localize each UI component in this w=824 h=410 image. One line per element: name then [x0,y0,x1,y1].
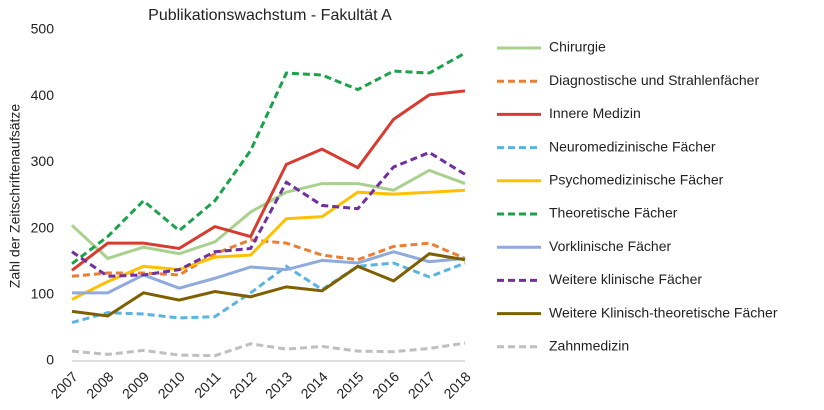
legend-label: Theoretische Fächer [549,205,678,221]
legend-label: Zahnmedizin [549,338,629,354]
x-tick-label: 2012 [226,368,259,401]
series-line [71,89,466,272]
x-tick-label: 2014 [297,368,330,401]
series-line [71,252,466,318]
y-tick-label: 400 [31,87,55,103]
legend-label: Chirurgie [549,39,606,55]
y-tick-label: 200 [31,219,55,235]
series-line [71,51,466,265]
x-tick-label: 2013 [262,368,295,401]
x-tick-label: 2016 [369,368,402,401]
x-tick-label: 2007 [47,368,80,401]
y-tick-label: 100 [31,286,55,302]
y-tick-label: 0 [46,352,54,368]
legend-label: Vorklinische Fächer [549,238,672,254]
y-tick-label: 300 [31,153,55,169]
series-line [72,250,466,295]
series-line [71,261,466,325]
x-tick-label: 2015 [333,368,366,401]
y-tick-label: 500 [31,21,55,37]
x-tick-label: 2017 [405,368,438,401]
chart-title: Publikationswachstum - Fakultät A [148,7,392,24]
x-tick-label: 2011 [191,368,224,401]
series-line [71,188,466,301]
x-tick-label: 2010 [155,368,188,401]
legend-label: Diagnostische und Strahlenfächer [549,72,759,88]
y-axis-label: Zahl der Zeitschriftenaufsätze [7,104,23,289]
x-tick-label: 2018 [440,368,473,401]
legend-label: Weitere klinische Fächer [549,271,702,287]
legend-label: Weitere Klinisch-theoretische Fächer [549,304,778,320]
legend-label: Neuromedizinische Fächer [549,138,716,154]
x-tick-label: 2008 [83,368,116,401]
series-line [71,150,466,278]
series-line [71,341,466,358]
x-tick-label: 2009 [119,368,152,401]
legend-label: Psychomedizinische Fächer [549,172,724,188]
legend-label: Innere Medizin [549,105,641,121]
